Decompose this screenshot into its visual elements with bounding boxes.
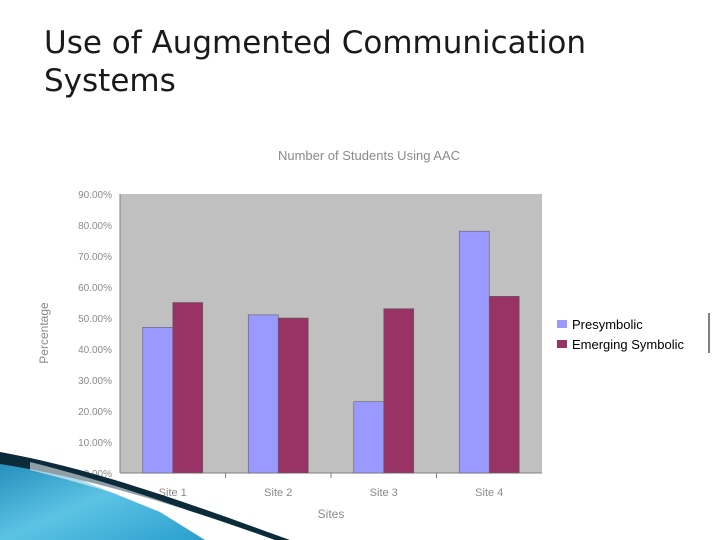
chart-title: Number of Students Using AAC	[278, 148, 460, 163]
y-tick-label: 60.00%	[78, 283, 112, 294]
x-tick-label: Site 3	[370, 487, 398, 499]
y-tick-label: 30.00%	[78, 376, 112, 387]
x-axis-label: Sites	[318, 507, 345, 521]
y-axis-label: Percentage	[37, 302, 51, 364]
y-tick-labels: 0.00% 10.00% 20.00% 30.00% 40.00% 50.00% 60.00…	[78, 190, 112, 480]
bar-emerging-symbolic-site-1	[172, 302, 204, 474]
bar-emerging-symbolic-site-4	[488, 295, 520, 474]
bar-presymbolic-site-2	[247, 314, 279, 474]
legend-label-emerging-symbolic: Emerging Symbolic	[572, 337, 684, 352]
bar-presymbolic-site-1	[142, 326, 174, 474]
bar-presymbolic-site-3	[353, 401, 385, 474]
slide-title-line-1: Use of Augmented Communication	[44, 25, 587, 61]
x-tick-labels: Site 1 Site 2 Site 3 Site 4	[159, 473, 503, 499]
legend-label-presymbolic: Presymbolic	[572, 317, 643, 332]
y-tick-label: 0.00%	[84, 469, 112, 480]
legend: Presymbolic Emerging Symbolic	[557, 313, 710, 353]
y-tick-label: 10.00%	[78, 438, 112, 449]
y-tick-label: 70.00%	[78, 252, 112, 263]
bar-emerging-symbolic-site-2	[277, 317, 309, 474]
bar-presymbolic-site-4	[458, 230, 490, 474]
y-tick-label: 20.00%	[78, 407, 112, 418]
slide-title: Use of Augmented Communication Systems	[44, 24, 684, 100]
y-tick-label: 50.00%	[78, 314, 112, 325]
legend-swatch-emerging-symbolic	[557, 340, 567, 348]
y-tick-label: 90.00%	[78, 190, 112, 201]
bars	[142, 230, 520, 474]
x-tick-label: Site 1	[159, 487, 187, 499]
y-tick-label: 40.00%	[78, 345, 112, 356]
x-tick-label: Site 4	[475, 487, 503, 499]
slide-title-line-2: Systems	[44, 63, 176, 99]
y-tick-label: 80.00%	[78, 221, 112, 232]
bar-emerging-symbolic-site-3	[383, 308, 415, 474]
legend-swatch-presymbolic	[557, 320, 567, 328]
x-tick-label: Site 2	[264, 487, 292, 499]
decorative-swoosh	[0, 452, 290, 540]
